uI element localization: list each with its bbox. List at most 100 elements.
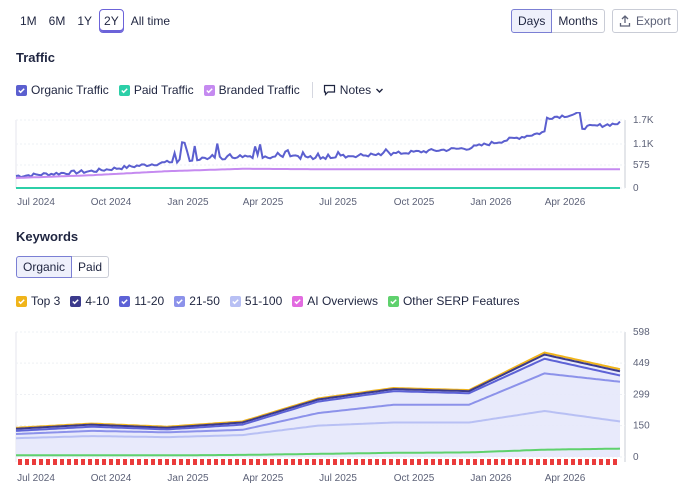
days-button[interactable]: Days — [511, 9, 553, 33]
organic-tab[interactable]: Organic — [16, 256, 73, 278]
serp-marker — [151, 459, 155, 465]
serp-marker — [298, 459, 302, 465]
x-tick-label: Oct 2024 — [91, 197, 132, 208]
months-button[interactable]: Months — [552, 9, 605, 33]
export-button[interactable]: Export — [612, 9, 678, 33]
serp-marker — [543, 459, 547, 465]
serp-marker — [424, 459, 428, 465]
serp-marker — [102, 459, 106, 465]
x-tick-label: Oct 2024 — [91, 473, 132, 484]
checkbox-checked-icon — [118, 84, 130, 96]
range-tab-1y[interactable]: 1Y — [77, 14, 93, 28]
serp-marker — [305, 459, 309, 465]
series-line-11-20 — [15, 357, 621, 432]
legend-label: 4-10 — [85, 294, 110, 308]
x-tick-label: Apr 2025 — [243, 473, 284, 484]
serp-marker — [403, 459, 407, 465]
series-line-other-serp-features — [16, 447, 621, 457]
keywords-legend: Top 3 4-10 11-20 21-50 51-100 AI Overviews Oth… — [16, 294, 529, 308]
serp-marker — [571, 459, 575, 465]
serp-marker — [284, 459, 288, 465]
serp-marker — [480, 459, 484, 465]
x-tick-label: Apr 2025 — [243, 197, 284, 208]
note-icon — [323, 84, 336, 96]
serp-marker — [214, 459, 218, 465]
serp-marker — [326, 459, 330, 465]
serp-marker — [396, 459, 400, 465]
serp-marker — [529, 459, 533, 465]
x-tick-label: Apr 2026 — [545, 473, 586, 484]
serp-marker — [564, 459, 568, 465]
serp-marker — [67, 459, 71, 465]
serp-marker — [249, 459, 253, 465]
series-line-organic-traffic — [15, 112, 621, 179]
legend-4-10[interactable]: 4-10 — [70, 294, 109, 308]
serp-marker — [557, 459, 561, 465]
range-tab-all-time[interactable]: All time — [130, 14, 171, 28]
legend-51-100[interactable]: 51-100 — [229, 294, 283, 308]
legend-organic-traffic[interactable]: Organic Traffic — [16, 83, 109, 97]
serp-marker — [389, 459, 393, 465]
serp-marker — [81, 459, 85, 465]
legend-branded-traffic[interactable]: Branded Traffic — [203, 83, 300, 97]
serp-marker — [116, 459, 120, 465]
serp-marker — [613, 459, 617, 465]
y-tick-label: 0 — [633, 183, 639, 194]
y-tick-label: 0 — [633, 452, 639, 463]
export-label: Export — [636, 14, 671, 28]
series-line-51-100 — [15, 409, 621, 440]
legend-other-serp-features[interactable]: Other SERP Features — [387, 294, 520, 308]
serp-marker — [501, 459, 505, 465]
serp-marker — [88, 459, 92, 465]
serp-marker — [144, 459, 148, 465]
checkbox-checked-icon — [292, 295, 304, 307]
serp-marker — [263, 459, 267, 465]
paid-tab[interactable]: Paid — [72, 256, 110, 278]
legend-label: 51-100 — [244, 294, 283, 308]
legend-label: Top 3 — [31, 294, 61, 308]
legend-label: Organic Traffic — [31, 83, 109, 97]
serp-marker — [158, 459, 162, 465]
serp-marker — [459, 459, 463, 465]
serp-marker — [270, 459, 274, 465]
serp-marker — [25, 459, 29, 465]
serp-marker — [340, 459, 344, 465]
legend-ai-overviews[interactable]: AI Overviews — [292, 294, 378, 308]
range-tab-1m[interactable]: 1M — [20, 14, 37, 28]
serp-marker — [291, 459, 295, 465]
x-tick-label: Oct 2025 — [394, 473, 435, 484]
serp-marker — [74, 459, 78, 465]
serp-marker — [410, 459, 414, 465]
keywords-chart: 598 449 299 150 0 Jul 2024 Oct 2024 Jan 2025 Apr… — [15, 327, 650, 484]
y-tick-label: 449 — [633, 358, 650, 369]
notes-dropdown[interactable]: Notes — [323, 83, 384, 97]
checkbox-checked-icon — [119, 295, 131, 307]
x-tick-label: Jul 2025 — [319, 473, 357, 484]
y-tick-label: 150 — [633, 421, 650, 432]
legend-paid-traffic[interactable]: Paid Traffic — [118, 83, 194, 97]
serp-marker — [606, 459, 610, 465]
legend-21-50[interactable]: 21-50 — [174, 294, 220, 308]
checkbox-checked-icon — [203, 84, 215, 96]
serp-marker — [46, 459, 50, 465]
serp-marker — [172, 459, 176, 465]
legend-divider — [311, 82, 313, 98]
legend-11-20[interactable]: 11-20 — [119, 294, 164, 308]
legend-label: AI Overviews — [307, 294, 378, 308]
legend-label: Other SERP Features — [402, 294, 520, 308]
serp-marker — [375, 459, 379, 465]
serp-marker — [137, 459, 141, 465]
y-tick-label: 1.1K — [633, 139, 654, 150]
notes-label: Notes — [339, 83, 372, 97]
legend-top-3[interactable]: Top 3 — [16, 294, 60, 308]
range-tab-6m[interactable]: 6M — [48, 14, 66, 28]
checkbox-checked-icon — [16, 84, 27, 96]
serp-marker — [445, 459, 449, 465]
range-tab-2y[interactable]: 2Y — [99, 9, 124, 33]
checkbox-checked-icon — [16, 295, 27, 307]
serp-marker — [228, 459, 232, 465]
serp-marker — [312, 459, 316, 465]
serp-marker — [361, 459, 365, 465]
serp-marker — [592, 459, 596, 465]
serp-marker — [18, 459, 22, 465]
